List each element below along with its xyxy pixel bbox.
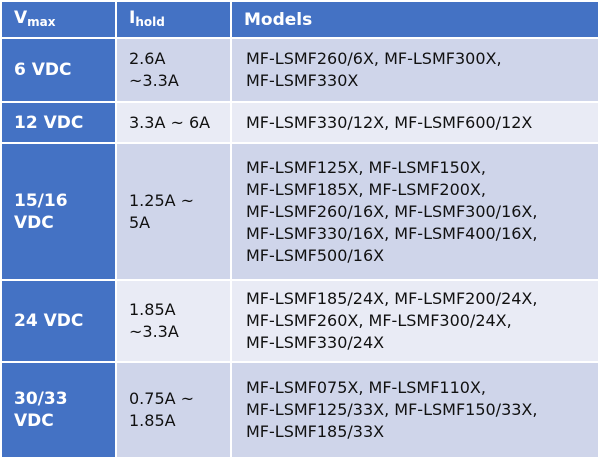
table-row: 30/33 VDC 0.75A ~1.85A MF-LSMF075X, MF-LSMF… xyxy=(0,361,600,459)
table-row: 15/16 VDC 1.25A ~5A MF-LSMF125X, MF-LSMF150… xyxy=(0,142,600,281)
ihold-cell: 0.75A ~1.85A xyxy=(115,361,232,459)
models-cell: MF-LSMF330/12X, MF-LSMF600/12X xyxy=(230,101,600,144)
ihold-cell: 1.85A ~3.3A xyxy=(115,279,232,363)
vmax-cell: 6 VDC xyxy=(0,37,117,103)
models-cell: MF-LSMF260/6X, MF-LSMF300X, MF-LSMF330X xyxy=(230,37,600,103)
header-vmax: Vmax xyxy=(0,0,117,39)
ihold-cell: 3.3A ~ 6A xyxy=(115,101,232,144)
vmax-cell: 15/16 VDC xyxy=(0,142,117,281)
models-cell: MF-LSMF125X, MF-LSMF150X, MF-LSMF185X, MF… xyxy=(230,142,600,281)
ihold-cell: 1.25A ~5A xyxy=(115,142,232,281)
vmax-cell: 30/33 VDC xyxy=(0,361,117,459)
table-row: 24 VDC 1.85A ~3.3A MF-LSMF185/24X, MF-LSMF2… xyxy=(0,279,600,363)
vmax-cell: 12 VDC xyxy=(0,101,117,144)
vmax-cell: 24 VDC xyxy=(0,279,117,363)
header-ihold: Ihold xyxy=(115,0,232,39)
header-row: Vmax Ihold Models xyxy=(0,0,600,39)
models-cell: MF-LSMF185/24X, MF-LSMF200/24X, MF-LSMF26… xyxy=(230,279,600,363)
table-row: 12 VDC 3.3A ~ 6A MF-LSMF330/12X, MF-LSMF60… xyxy=(0,101,600,144)
table-row: 6 VDC 2.6A ~3.3A MF-LSMF260/6X, MF-LSMF300X… xyxy=(0,37,600,103)
models-cell: MF-LSMF075X, MF-LSMF110X, MF-LSMF125/33X,… xyxy=(230,361,600,459)
ihold-cell: 2.6A ~3.3A xyxy=(115,37,232,103)
header-models: Models xyxy=(230,0,600,39)
